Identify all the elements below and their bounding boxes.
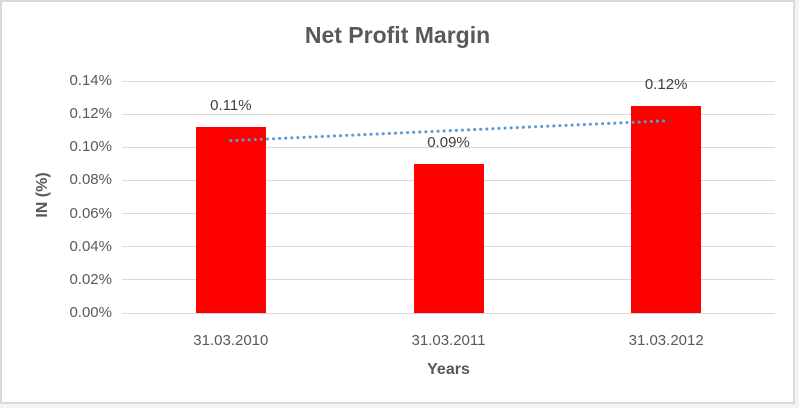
gridline	[122, 146, 775, 148]
bar-data-label: 0.12%	[644, 75, 688, 93]
gridline	[122, 113, 775, 115]
y-axis-tick-label: 0.00%	[69, 304, 112, 321]
y-axis-tick-label: 0.10%	[69, 138, 112, 156]
x-axis-title: Years	[427, 361, 470, 378]
x-axis-tick-label: 31.03.2010	[193, 332, 269, 349]
x-axis-tick-label: 31.03.2012	[628, 332, 704, 349]
gridline	[122, 80, 775, 82]
bar-data-label: 0.11%	[210, 97, 252, 115]
bar	[195, 127, 266, 313]
y-axis-tick-label: 0.12%	[69, 105, 112, 123]
y-axis-tick-label: 0.08%	[69, 171, 112, 189]
plot-area: 0.11% 0.09% 0.12%	[122, 76, 775, 314]
bar-data-label: 0.09%	[427, 133, 470, 151]
y-axis-tick-label: 0.02%	[69, 270, 112, 288]
x-axis-tick-label: 31.03.2011	[411, 332, 486, 349]
y-axis-tick-label: 0.04%	[69, 237, 112, 255]
y-axis-tick-label: 0.06%	[69, 204, 112, 222]
chart-title: Net Profit Margin	[304, 22, 491, 48]
gridline	[122, 312, 775, 314]
y-axis-tick-label: 0.14%	[69, 72, 112, 89]
trendline	[229, 119, 668, 143]
bar	[413, 163, 484, 313]
bar	[631, 105, 702, 313]
